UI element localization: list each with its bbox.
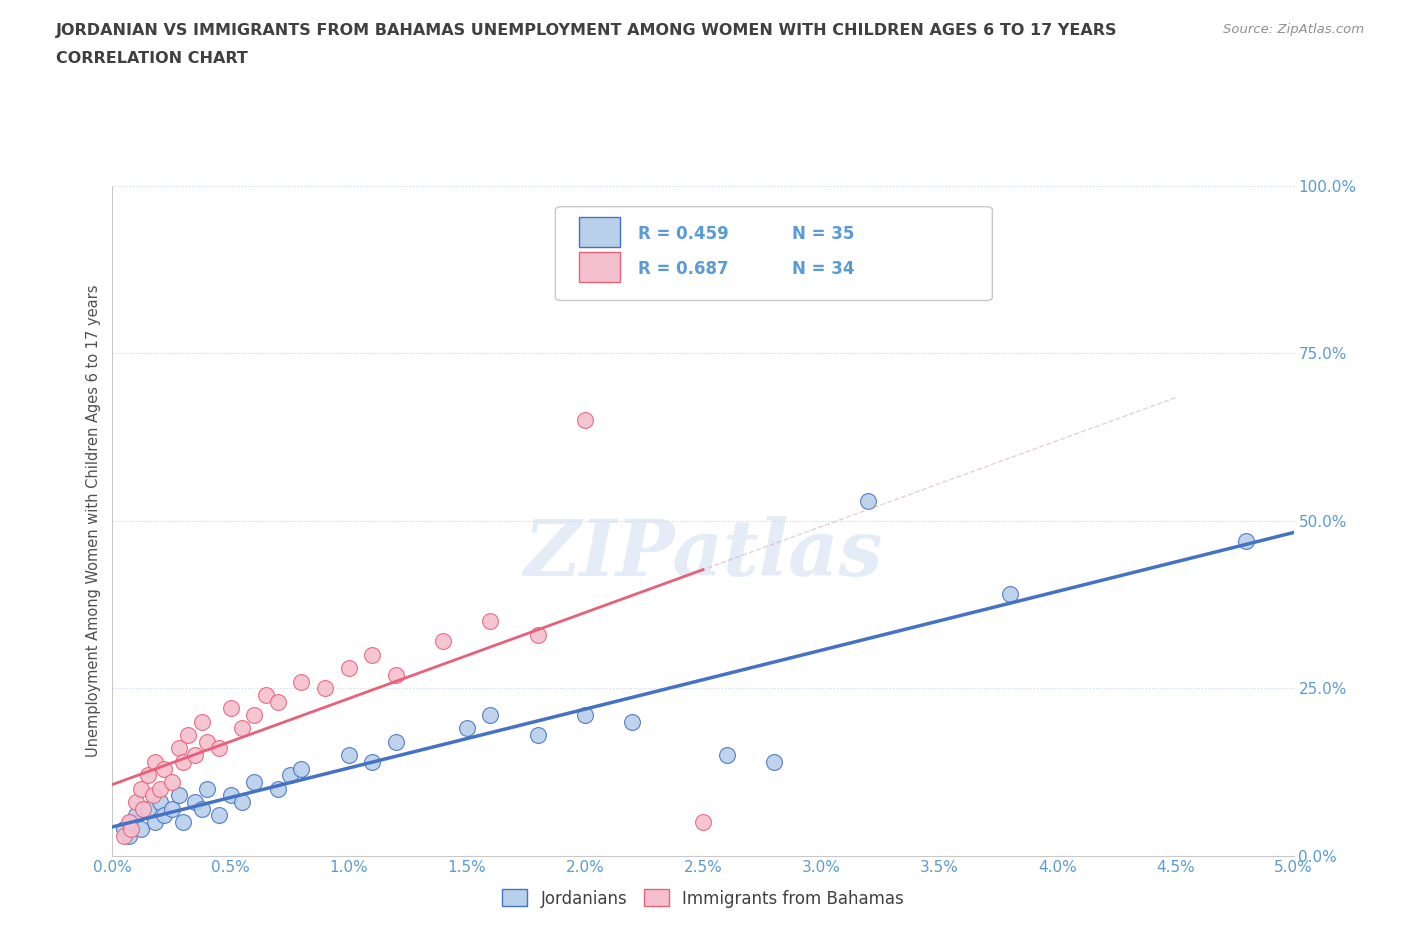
Point bbox=[118, 815, 141, 830]
Point bbox=[337, 748, 360, 763]
Point bbox=[716, 748, 738, 763]
FancyBboxPatch shape bbox=[579, 252, 620, 282]
Text: ZIPatlas: ZIPatlas bbox=[523, 516, 883, 592]
Point bbox=[361, 754, 384, 769]
Point bbox=[267, 781, 290, 796]
Point bbox=[143, 754, 166, 769]
Point bbox=[998, 587, 1021, 602]
Point bbox=[314, 681, 336, 696]
Point bbox=[172, 815, 194, 830]
Point bbox=[153, 761, 176, 776]
Point bbox=[219, 701, 242, 716]
Point bbox=[160, 775, 183, 790]
Point bbox=[337, 660, 360, 675]
Point bbox=[125, 794, 148, 809]
Point bbox=[231, 794, 253, 809]
Point bbox=[120, 815, 142, 830]
Point bbox=[432, 634, 454, 649]
Point bbox=[290, 761, 312, 776]
Point bbox=[574, 413, 596, 428]
Point bbox=[149, 781, 172, 796]
Point bbox=[132, 802, 155, 817]
Point bbox=[621, 714, 644, 729]
Point bbox=[526, 627, 548, 642]
Point bbox=[479, 708, 502, 723]
Point bbox=[172, 754, 194, 769]
Point bbox=[184, 748, 207, 763]
Point bbox=[290, 674, 312, 689]
Point bbox=[118, 828, 141, 843]
Point bbox=[243, 708, 266, 723]
Point bbox=[267, 694, 290, 709]
Point bbox=[167, 741, 190, 756]
Point bbox=[278, 768, 301, 783]
Point bbox=[243, 775, 266, 790]
Point bbox=[167, 788, 190, 803]
Point bbox=[858, 493, 880, 508]
Point bbox=[129, 821, 152, 836]
Point bbox=[208, 741, 231, 756]
Point bbox=[136, 802, 159, 817]
Legend: Jordanians, Immigrants from Bahamas: Jordanians, Immigrants from Bahamas bbox=[495, 883, 911, 914]
Point bbox=[160, 802, 183, 817]
Point bbox=[153, 808, 176, 823]
Point bbox=[143, 815, 166, 830]
Text: Source: ZipAtlas.com: Source: ZipAtlas.com bbox=[1223, 23, 1364, 36]
Point bbox=[208, 808, 231, 823]
Point bbox=[112, 821, 135, 836]
Point bbox=[692, 815, 714, 830]
Point bbox=[191, 714, 214, 729]
Point bbox=[184, 794, 207, 809]
Point bbox=[149, 794, 172, 809]
Point bbox=[219, 788, 242, 803]
Point bbox=[254, 687, 277, 702]
Point bbox=[479, 614, 502, 629]
Point bbox=[112, 828, 135, 843]
Y-axis label: Unemployment Among Women with Children Ages 6 to 17 years: Unemployment Among Women with Children A… bbox=[86, 285, 101, 757]
Text: R = 0.687: R = 0.687 bbox=[638, 259, 728, 278]
Point bbox=[195, 735, 218, 750]
Text: N = 35: N = 35 bbox=[792, 225, 853, 243]
Point bbox=[142, 788, 165, 803]
Point bbox=[574, 708, 596, 723]
FancyBboxPatch shape bbox=[579, 217, 620, 247]
Point bbox=[177, 727, 200, 742]
Point bbox=[385, 668, 408, 683]
Point bbox=[231, 721, 253, 736]
Point bbox=[125, 808, 148, 823]
Point bbox=[385, 735, 408, 750]
FancyBboxPatch shape bbox=[555, 206, 993, 300]
Point bbox=[1234, 534, 1257, 549]
Text: JORDANIAN VS IMMIGRANTS FROM BAHAMAS UNEMPLOYMENT AMONG WOMEN WITH CHILDREN AGES: JORDANIAN VS IMMIGRANTS FROM BAHAMAS UNE… bbox=[56, 23, 1118, 38]
Point bbox=[136, 768, 159, 783]
Point bbox=[762, 754, 785, 769]
Point bbox=[195, 781, 218, 796]
Point bbox=[456, 721, 478, 736]
Point bbox=[191, 802, 214, 817]
Text: N = 34: N = 34 bbox=[792, 259, 853, 278]
Point bbox=[361, 647, 384, 662]
Point bbox=[526, 727, 548, 742]
Point bbox=[120, 821, 142, 836]
Text: R = 0.459: R = 0.459 bbox=[638, 225, 728, 243]
Point bbox=[129, 781, 152, 796]
Text: CORRELATION CHART: CORRELATION CHART bbox=[56, 51, 247, 66]
